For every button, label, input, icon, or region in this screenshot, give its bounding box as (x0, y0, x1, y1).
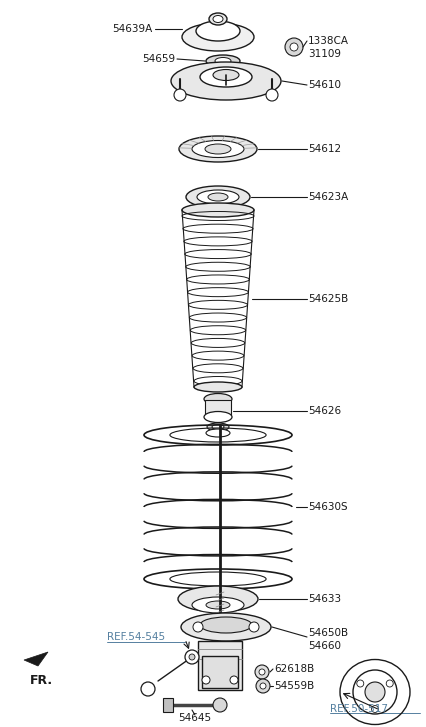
Ellipse shape (197, 190, 239, 204)
Text: 54630S: 54630S (308, 502, 348, 512)
Ellipse shape (200, 617, 252, 633)
Ellipse shape (196, 21, 240, 41)
Text: FR.: FR. (30, 673, 53, 686)
Circle shape (266, 89, 278, 101)
Circle shape (386, 680, 393, 687)
Circle shape (260, 683, 266, 689)
Circle shape (202, 676, 210, 684)
Ellipse shape (204, 411, 232, 422)
Circle shape (141, 682, 155, 696)
Ellipse shape (207, 423, 229, 431)
Text: 54633: 54633 (308, 594, 341, 604)
Ellipse shape (206, 429, 230, 437)
Ellipse shape (186, 186, 250, 208)
Ellipse shape (179, 136, 257, 162)
Text: 54660: 54660 (308, 641, 341, 651)
Text: REF.54-545: REF.54-545 (107, 632, 165, 642)
Text: 54645: 54645 (178, 713, 212, 723)
Circle shape (365, 682, 385, 702)
Circle shape (285, 38, 303, 56)
Bar (198, 641, 242, 690)
Circle shape (174, 89, 186, 101)
Circle shape (193, 622, 203, 632)
Circle shape (357, 680, 364, 687)
Text: 54626: 54626 (308, 406, 341, 416)
Ellipse shape (213, 70, 239, 81)
Text: 31109: 31109 (308, 49, 341, 59)
Ellipse shape (178, 586, 258, 612)
Text: 54623A: 54623A (308, 192, 348, 202)
Ellipse shape (194, 382, 242, 392)
Bar (163, 698, 173, 712)
Circle shape (255, 665, 269, 679)
Ellipse shape (171, 62, 281, 100)
Text: 54659: 54659 (142, 54, 175, 64)
Ellipse shape (192, 597, 244, 613)
Ellipse shape (209, 13, 227, 25)
Ellipse shape (205, 144, 231, 154)
Ellipse shape (200, 67, 252, 87)
Ellipse shape (182, 203, 254, 217)
Ellipse shape (204, 393, 232, 404)
Text: REF.50-517: REF.50-517 (330, 704, 388, 714)
Circle shape (371, 705, 378, 712)
Bar (202, 656, 238, 688)
Text: 54610: 54610 (308, 80, 341, 90)
Circle shape (185, 650, 199, 664)
Circle shape (256, 679, 270, 693)
Circle shape (189, 654, 195, 660)
Ellipse shape (213, 15, 223, 23)
Circle shape (290, 43, 298, 51)
Ellipse shape (212, 425, 224, 430)
Ellipse shape (208, 193, 228, 201)
Text: 54625B: 54625B (308, 294, 348, 303)
Text: 54650B: 54650B (308, 628, 348, 638)
Circle shape (213, 698, 227, 712)
Circle shape (230, 676, 238, 684)
Ellipse shape (192, 140, 244, 158)
Ellipse shape (182, 23, 254, 51)
Circle shape (259, 669, 265, 675)
Bar (205, 400, 231, 418)
Circle shape (353, 670, 397, 714)
Ellipse shape (206, 55, 240, 67)
Text: 1338CA: 1338CA (308, 36, 349, 46)
Circle shape (249, 622, 259, 632)
Ellipse shape (181, 613, 271, 641)
Text: 54559B: 54559B (274, 681, 314, 691)
Text: 54612: 54612 (308, 144, 341, 154)
Polygon shape (24, 652, 48, 666)
Text: 54639A: 54639A (112, 24, 152, 34)
Text: 62618B: 62618B (274, 664, 314, 674)
Ellipse shape (215, 57, 231, 65)
Ellipse shape (206, 601, 230, 609)
